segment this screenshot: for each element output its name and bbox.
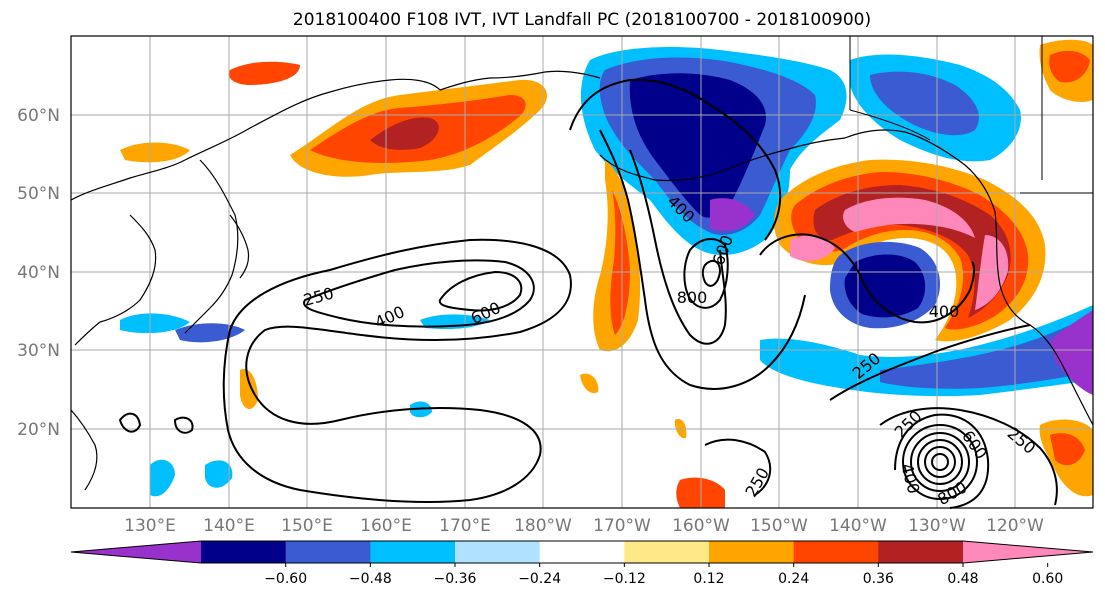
lon-label: 150°E: [281, 516, 333, 536]
colorbar-segment: [539, 541, 625, 563]
colorbar-tick-label: −0.24: [518, 571, 561, 587]
colorbar-tick-label: −0.60: [264, 571, 307, 587]
colorbar-tick-label: 0.12: [693, 571, 724, 587]
lat-label: 50°N: [17, 184, 60, 204]
contour-label: 800: [677, 288, 708, 307]
lon-label: 150°W: [750, 516, 808, 536]
lat-label: 30°N: [17, 341, 60, 361]
colorbar-segment: [793, 541, 879, 563]
lat-label: 40°N: [17, 263, 60, 283]
lat-label: 20°N: [17, 420, 60, 440]
map-title: 2018100400 F108 IVT, IVT Landfall PC (20…: [293, 10, 871, 30]
colorbar-tick-label: 0.60: [1032, 571, 1063, 587]
latitude-labels: 60°N 50°N 40°N 30°N 20°N: [17, 106, 60, 440]
colorbar: −0.60 −0.48 −0.36 −0.24 −0.12 0.12 0.24 0.36 0.4…: [70, 540, 1094, 587]
lon-label: 130°W: [908, 516, 966, 536]
borders: [849, 36, 1093, 194]
shaded-field: [120, 39, 1093, 508]
lon-label: 140°E: [203, 516, 255, 536]
gridlines: [71, 36, 1093, 508]
colorbar-segment: [624, 541, 710, 563]
lon-label: 180°W: [514, 516, 572, 536]
lon-label: 140°W: [829, 516, 887, 536]
lon-label: 160°E: [360, 516, 412, 536]
lon-label: 170°E: [439, 516, 491, 536]
colorbar-tick-label: −0.48: [349, 571, 392, 587]
lon-label: 130°E: [124, 516, 176, 536]
lon-label: 160°W: [672, 516, 730, 536]
colorbar-segment: [285, 541, 371, 563]
colorbar-segment: [201, 541, 287, 563]
colorbar-tick-label: 0.48: [947, 571, 978, 587]
colorbar-extend-max: [963, 541, 1093, 563]
colorbar-extend-min: [71, 541, 201, 563]
colorbar-tick-label: 0.36: [863, 571, 894, 587]
colorbar-segment: [455, 541, 541, 563]
colorbar-outline: [70, 540, 1094, 564]
colorbar-segment: [370, 541, 456, 563]
longitude-labels: 130°E 140°E 150°E 160°E 170°E 180°W 170°…: [124, 516, 1044, 536]
lon-label: 170°W: [593, 516, 651, 536]
ivt-contours: [118, 78, 1058, 509]
colorbar-tick-label: 0.24: [778, 571, 809, 587]
map-frame: [70, 35, 1094, 509]
lon-label: 120°W: [986, 516, 1044, 536]
colorbar-segment: [878, 541, 964, 563]
lat-label: 60°N: [17, 106, 60, 126]
contour-label: 400: [929, 302, 960, 321]
colorbar-tick-label: −0.12: [603, 571, 646, 587]
colorbar-segment: [709, 541, 795, 563]
map-panel: 250 400 600 400 600 800 400 250 250 600 …: [70, 35, 1094, 509]
colorbar-tick-label: −0.36: [434, 571, 477, 587]
